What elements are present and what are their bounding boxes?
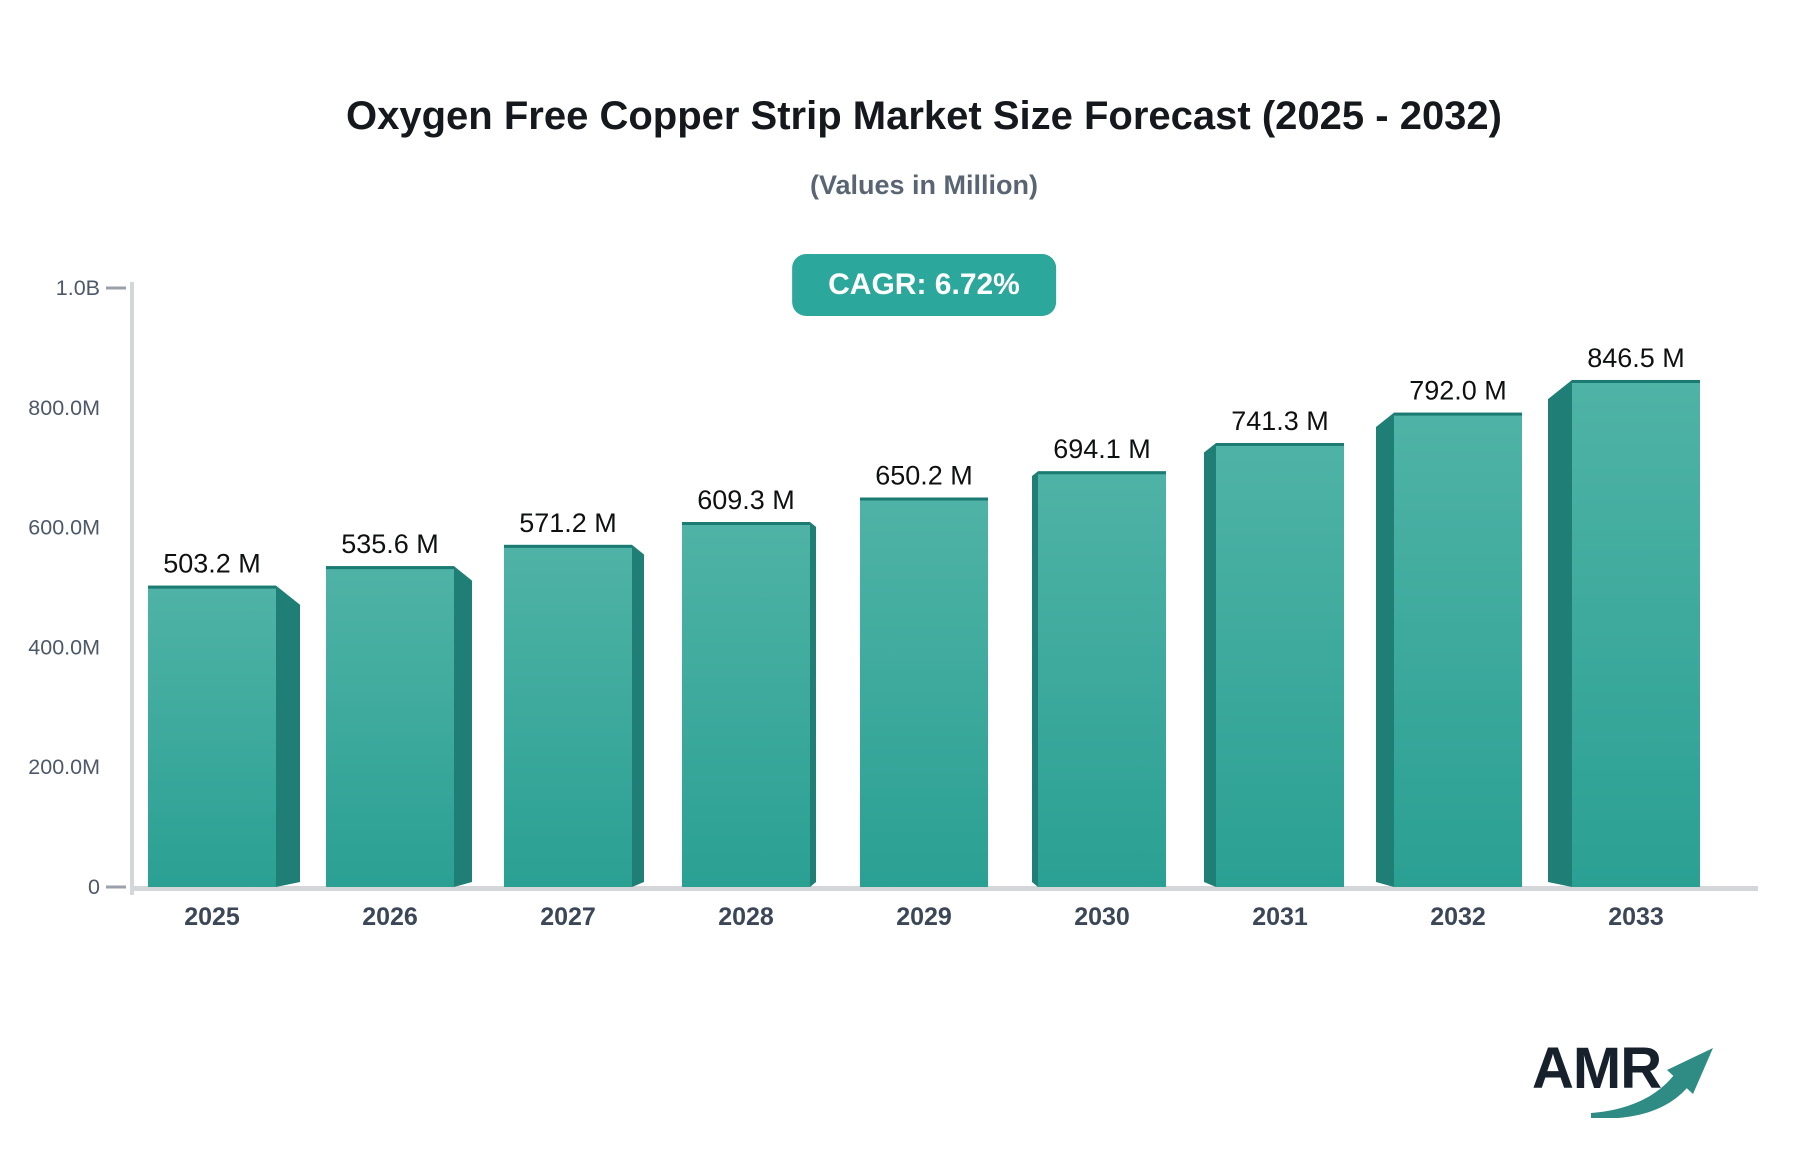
- bar-value-label: 535.6 M: [341, 529, 439, 559]
- bar-value-label: 571.2 M: [519, 508, 617, 538]
- x-axis-label: 2029: [896, 903, 952, 931]
- bar-2027: 571.2 M 2027: [504, 508, 644, 931]
- bar-2026: 535.6 M 2026: [326, 529, 472, 931]
- amr-logo: AMR: [1532, 1040, 1718, 1120]
- bar-front-face: [1216, 442, 1344, 887]
- chart-title: Oxygen Free Copper Strip Market Size For…: [346, 94, 1502, 138]
- bar-front-face: [1038, 471, 1166, 887]
- bar-front-face: [860, 497, 988, 887]
- bar-2025: 503.2 M 2025: [148, 549, 300, 931]
- bar-value-label: 609.3 M: [697, 485, 795, 515]
- x-axis-label: 2030: [1074, 903, 1130, 931]
- bar-value-label: 694.1 M: [1053, 434, 1151, 464]
- bar-value-label: 741.3 M: [1231, 406, 1329, 436]
- bar-front-face: [326, 566, 454, 887]
- bar-front-face: [1572, 379, 1700, 887]
- y-axis-tick: [106, 885, 126, 889]
- amr-logo-text: AMR: [1532, 1036, 1662, 1101]
- bar-side-face: [632, 544, 644, 887]
- bar-front-face: [1394, 412, 1522, 887]
- bar-value-label: 846.5 M: [1587, 343, 1685, 373]
- bar-2028: 609.3 M 2028: [682, 485, 816, 931]
- bar-side-face: [1032, 471, 1038, 887]
- bar-side-face: [810, 522, 816, 887]
- bar-side-face: [276, 585, 300, 887]
- y-axis-label: 200.0M: [28, 755, 100, 779]
- bar-value-label: 792.0 M: [1409, 376, 1507, 406]
- bar-front-face: [148, 585, 276, 887]
- y-axis-tick: [106, 286, 126, 290]
- y-axis-label: 0: [88, 875, 100, 899]
- bar-side-face: [1204, 442, 1216, 887]
- x-axis-label: 2031: [1252, 903, 1308, 931]
- y-axis-label: 800.0M: [28, 396, 100, 420]
- x-axis-label: 2025: [184, 903, 240, 931]
- x-axis-label: 2032: [1430, 903, 1486, 931]
- growth-arrow-icon: [1591, 1048, 1713, 1118]
- chart-subtitle: (Values in Million): [809, 170, 1039, 200]
- bar-front-face: [682, 522, 810, 887]
- bar-2030: 694.1 M 2030: [1032, 434, 1166, 931]
- bar-value-label: 650.2 M: [875, 461, 973, 491]
- y-axis-line: [130, 282, 134, 895]
- x-axis-line: [130, 886, 1758, 891]
- x-axis-label: 2026: [362, 903, 418, 931]
- bar-front-face: [504, 544, 632, 887]
- y-axis-label: 1.0B: [56, 276, 100, 300]
- y-axis-label: 400.0M: [28, 635, 100, 659]
- bar-side-face: [454, 566, 472, 887]
- x-axis-label: 2027: [540, 903, 596, 931]
- bar-2032: 792.0 M 2032: [1376, 376, 1522, 931]
- bar-side-face: [1376, 412, 1394, 887]
- x-axis-label: 2028: [718, 903, 774, 931]
- cagr-badge: CAGR: 6.72%: [792, 254, 1056, 316]
- y-axis-label: 600.0M: [28, 516, 100, 540]
- bar-value-label: 503.2 M: [163, 549, 261, 579]
- bar-side-face: [1548, 379, 1572, 887]
- bar-2029: 650.2 M 2029: [860, 461, 988, 931]
- x-axis-label: 2033: [1608, 903, 1664, 931]
- bar-2033: 846.5 M 2033: [1548, 343, 1700, 931]
- bar-2031: 741.3 M 2031: [1204, 406, 1344, 931]
